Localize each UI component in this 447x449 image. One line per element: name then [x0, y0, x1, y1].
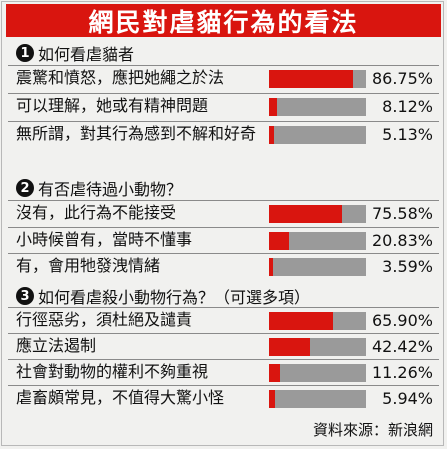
source-note: 資料來源：新浪網 [312, 421, 433, 439]
data-label: 20.83% [371, 231, 433, 250]
category-label: 虐畜頗常見，不值得大驚小怪 [16, 388, 225, 407]
bar [269, 126, 274, 144]
section-question: 如何看虐貓者 [38, 45, 135, 64]
row-divider [8, 253, 439, 254]
bar-track [269, 338, 366, 356]
bar [269, 338, 311, 356]
data-label: 3.59% [382, 257, 433, 276]
section-heading: 2 有否虐待過小動物？ [16, 177, 182, 199]
data-label: 42.42% [371, 337, 433, 356]
bar [269, 232, 290, 250]
category-label: 震驚和憤怒，應把她繩之於法 [16, 68, 225, 87]
section-question: 如何看虐殺小動物行為？（可選多項） [38, 288, 311, 307]
row-divider [8, 307, 439, 308]
data-label: 8.12% [382, 97, 433, 116]
chart-title: 網民對虐貓行為的看法 [6, 4, 441, 37]
row-divider [8, 227, 439, 228]
bar [269, 390, 275, 408]
data-label: 5.13% [382, 125, 433, 144]
category-label: 小時候曾有，當時不懂事 [16, 230, 193, 249]
category-label: 社會對動物的權利不夠重視 [16, 362, 209, 381]
section-number-badge: 3 [16, 287, 34, 305]
bar-track [269, 364, 366, 382]
section-heading: 1 如何看虐貓者 [16, 42, 134, 64]
row-divider [8, 359, 439, 360]
bar-track [269, 126, 366, 144]
category-label: 沒有，此行為不能接受 [16, 203, 177, 222]
section-number-badge: 1 [16, 44, 34, 62]
bar [269, 312, 333, 330]
bar-track [269, 232, 366, 250]
bar [269, 364, 280, 382]
category-label: 行徑惡劣，須杜絕及譴責 [16, 310, 193, 329]
row-divider [8, 121, 439, 122]
category-label: 無所謂，對其行為感到不解和好奇 [16, 124, 257, 143]
row-divider [8, 65, 439, 66]
row-divider [8, 333, 439, 334]
category-label: 可以理解，她或有精神問題 [16, 96, 209, 115]
bar-track [269, 390, 366, 408]
data-label: 65.90% [371, 311, 433, 330]
section-question: 有否虐待過小動物？ [38, 180, 183, 199]
bar-track [269, 98, 366, 116]
row-divider [8, 93, 439, 94]
bar [269, 98, 277, 116]
row-divider [8, 200, 439, 201]
bar-track [269, 205, 366, 223]
bar [269, 70, 354, 88]
bar-track [269, 70, 366, 88]
data-label: 86.75% [371, 69, 433, 88]
section-number-badge: 2 [16, 179, 34, 197]
data-label: 75.58% [371, 204, 433, 223]
row-divider [8, 385, 439, 386]
bar [269, 258, 273, 276]
data-label: 11.26% [371, 363, 433, 382]
bar [269, 205, 343, 223]
data-label: 5.94% [382, 389, 433, 408]
bar-track [269, 312, 366, 330]
section-heading: 3 如何看虐殺小動物行為？（可選多項） [16, 285, 310, 307]
category-label: 有，會用牠發洩情緒 [16, 256, 161, 275]
bar-track [269, 258, 366, 276]
category-label: 應立法遏制 [16, 336, 97, 355]
